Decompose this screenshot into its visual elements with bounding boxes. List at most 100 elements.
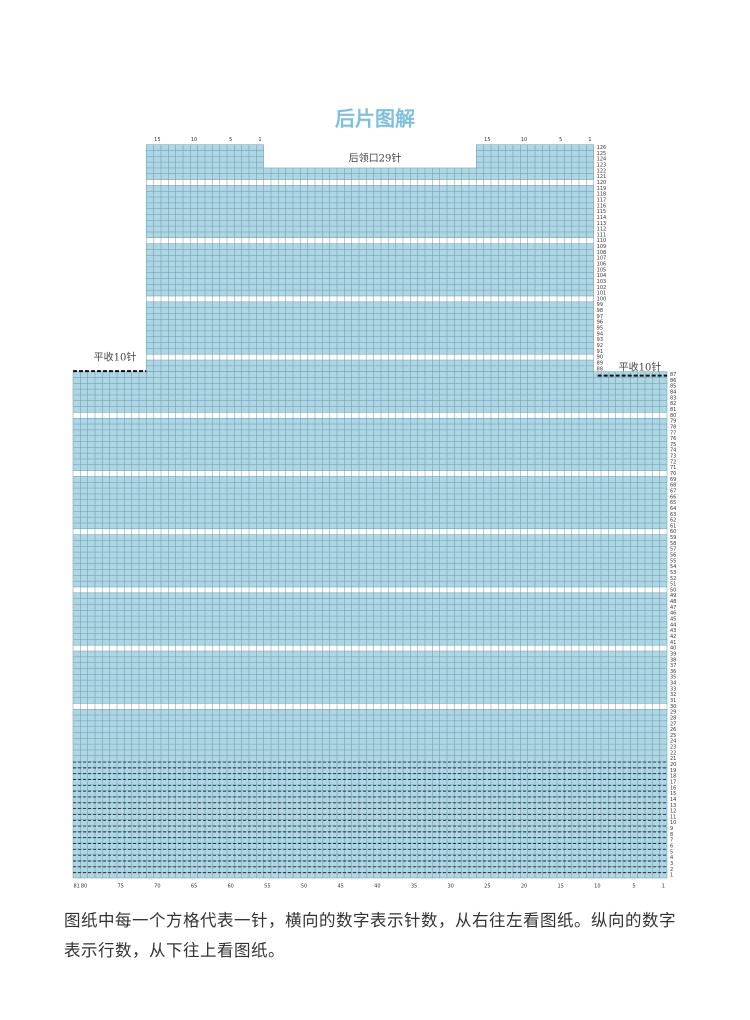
column-number: 1 [258, 137, 261, 143]
row-fill [146, 266, 594, 273]
row-fill [146, 336, 594, 343]
row-number: 107 [597, 256, 607, 262]
row-number: 108 [597, 250, 607, 256]
row-fill [73, 511, 667, 518]
row-number: 6 [670, 843, 673, 849]
row-number: 80 [670, 413, 676, 419]
column-number: 1 [662, 884, 665, 890]
row-number: 9 [670, 826, 673, 832]
row-number: 106 [597, 261, 607, 267]
row-fill [73, 790, 667, 797]
row-fill [73, 767, 667, 774]
row-number: 29 [670, 710, 676, 716]
row-fill [146, 272, 594, 279]
row-fill [73, 866, 667, 873]
row-fill [73, 569, 667, 576]
row-number: 126 [597, 145, 607, 151]
row-number: 37 [670, 663, 676, 669]
column-number: 5 [632, 884, 635, 890]
row-fill [146, 284, 594, 291]
row-number: 48 [670, 599, 676, 605]
row-fill [73, 674, 667, 681]
row-fill [73, 744, 667, 750]
row-number: 18 [670, 774, 676, 780]
row-fill [146, 220, 594, 227]
row-fill [73, 831, 667, 838]
row-fill [146, 290, 594, 296]
row-number: 27 [670, 721, 676, 727]
row-number: 25 [670, 733, 676, 739]
row-fill [73, 779, 667, 785]
row-fill [73, 458, 667, 465]
row-number: 70 [670, 471, 676, 477]
row-number: 58 [670, 541, 676, 547]
row-number: 8 [670, 832, 673, 838]
row-fill [73, 616, 667, 622]
row-fill [146, 231, 594, 238]
row-fill [73, 837, 667, 844]
row-number: 111 [597, 232, 607, 238]
row-number: 31 [670, 698, 676, 704]
row-number: 13 [670, 803, 676, 809]
row-fill [73, 563, 667, 570]
row-number: 19 [670, 768, 676, 774]
column-number: 10 [521, 137, 527, 143]
row-fill [73, 732, 667, 739]
row-number: 26 [670, 727, 676, 733]
row-number: 77 [670, 430, 676, 436]
column-number: 1 [588, 137, 591, 143]
row-number: 59 [670, 535, 676, 541]
row-fill [146, 296, 594, 302]
row-number: 100 [597, 296, 607, 302]
row-fill [73, 860, 667, 867]
row-fill [73, 406, 667, 413]
row-number: 20 [670, 762, 676, 768]
row-fill [73, 802, 667, 809]
row-fill [73, 738, 667, 745]
row-fill [73, 697, 667, 704]
row-number: 75 [670, 442, 676, 448]
row-fill [146, 185, 594, 192]
row-number: 86 [670, 378, 676, 384]
row-fill [73, 499, 667, 506]
row-number: 83 [670, 395, 676, 401]
row-number: 121 [597, 174, 607, 180]
row-fill [146, 354, 594, 361]
row-fill [73, 424, 667, 430]
row-fill [146, 202, 594, 209]
row-number: 125 [597, 151, 607, 157]
row-number: 35 [670, 675, 676, 681]
row-fill [73, 854, 667, 861]
row-number: 42 [670, 634, 676, 640]
row-number: 54 [670, 564, 676, 570]
row-number: 88 [597, 366, 603, 372]
column-number: 40 [374, 884, 380, 890]
row-fill [73, 441, 667, 448]
row-number: 46 [670, 611, 676, 617]
row-fill [73, 749, 667, 756]
row-fill [146, 330, 594, 337]
row-fill [73, 819, 667, 826]
row-fill [146, 179, 594, 186]
row-fill [146, 167, 594, 174]
row-fill [73, 557, 667, 564]
row-fill [73, 784, 667, 791]
row-number: 4 [670, 855, 673, 861]
row-fill [146, 319, 594, 326]
row-number: 57 [670, 547, 676, 553]
row-number: 74 [670, 448, 676, 454]
row-number: 78 [670, 424, 676, 430]
row-number: 23 [670, 745, 676, 751]
row-fill [146, 342, 594, 349]
row-fill [73, 534, 667, 541]
row-number: 92 [597, 343, 603, 349]
column-number: 55 [264, 884, 270, 890]
row-fill [73, 493, 667, 500]
row-fill [73, 517, 667, 523]
column-number: 10 [594, 884, 600, 890]
row-number: 66 [670, 494, 676, 500]
row-fill [73, 453, 667, 459]
row-fill [73, 726, 667, 733]
column-number: 15 [154, 137, 160, 143]
row-fill [73, 394, 667, 401]
